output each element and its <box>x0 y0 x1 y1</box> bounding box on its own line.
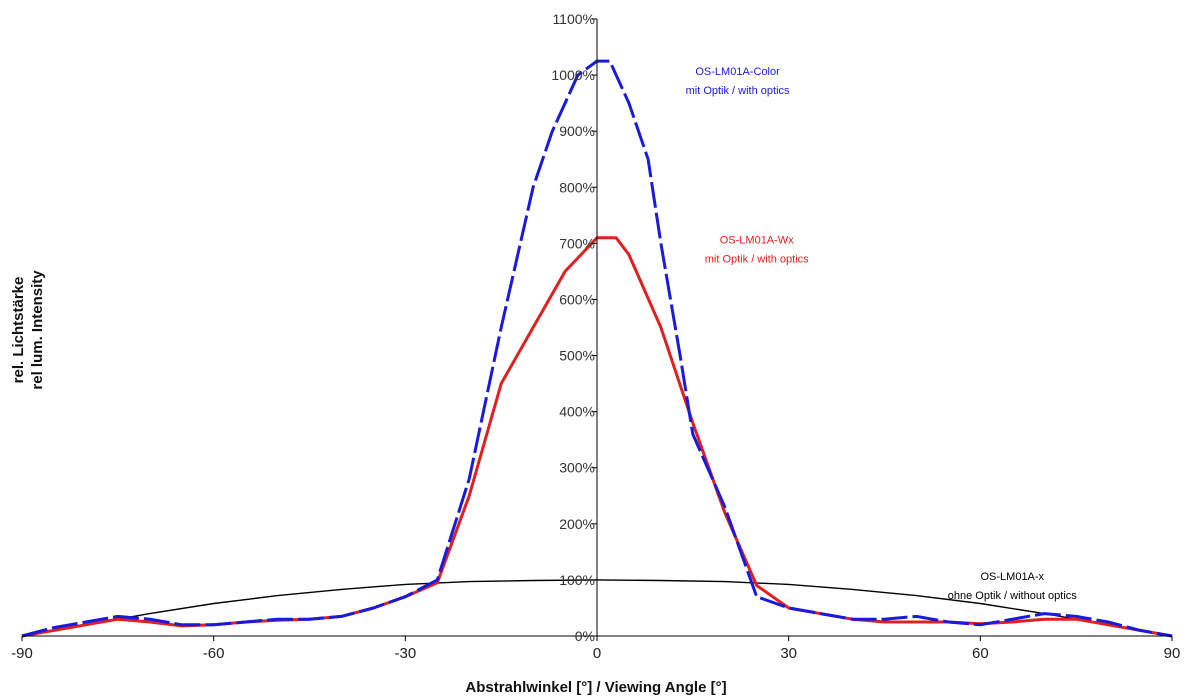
series-annotation: OS-LM01A-Color mit Optik / with optics <box>686 66 790 97</box>
y-tick-label: 800% <box>559 179 595 195</box>
annotation-line: OS-LM01A-Color <box>695 66 780 78</box>
y-tick-label: 500% <box>559 348 595 364</box>
x-tick-label: -30 <box>394 645 416 662</box>
y-tick-label: 600% <box>559 291 595 307</box>
x-axis-title: Abstrahlwinkel [°] / Viewing Angle [°] <box>465 679 726 696</box>
y-tick-label: 1000% <box>551 67 595 83</box>
y-tick-label: 200% <box>559 516 595 532</box>
x-tick-label: -90 <box>11 645 33 662</box>
y-axis-title-line: rel. Lichtstärke <box>10 277 27 384</box>
series-annotation: OS-LM01A-Wx mit Optik / with optics <box>705 234 809 265</box>
annotations: OS-LM01A-Color mit Optik / with opticsOS-… <box>686 66 1078 602</box>
x-tick-label: 60 <box>972 645 989 662</box>
x-ticks: -90 -60 -30 0 30 60 90 <box>11 636 1180 662</box>
y-ticks: 0% 100% 200% 300% 400% 500% 600% 700% 800% 900% 10… <box>551 11 597 644</box>
annotation-line: OS-LM01A-Wx <box>720 234 794 246</box>
y-tick-label: 1100% <box>552 11 595 27</box>
y-axis-title-line: rel lum. Intensity <box>29 270 46 390</box>
x-tick-label: -60 <box>203 645 225 662</box>
annotation-line: ohne Optik / without optics <box>948 590 1078 602</box>
annotation-line: OS-LM01A-x <box>980 571 1044 583</box>
annotation-line: mit Optik / with optics <box>686 85 790 97</box>
x-tick-label: 30 <box>780 645 797 662</box>
series-annotation: OS-LM01A-x ohne Optik / without optics <box>948 571 1078 602</box>
y-tick-label: 900% <box>559 123 595 139</box>
annotation-line: mit Optik / with optics <box>705 253 809 265</box>
x-tick-label: 0 <box>593 645 601 662</box>
y-tick-label: 100% <box>559 572 595 588</box>
y-axis-title: rel. Lichtstärke rel lum. Intensity <box>10 270 46 390</box>
y-tick-label: 700% <box>559 235 595 251</box>
x-tick-label: 90 <box>1164 645 1181 662</box>
y-tick-label: 400% <box>559 404 595 420</box>
y-tick-label: 300% <box>559 460 595 476</box>
y-tick-label: 0% <box>575 628 595 644</box>
